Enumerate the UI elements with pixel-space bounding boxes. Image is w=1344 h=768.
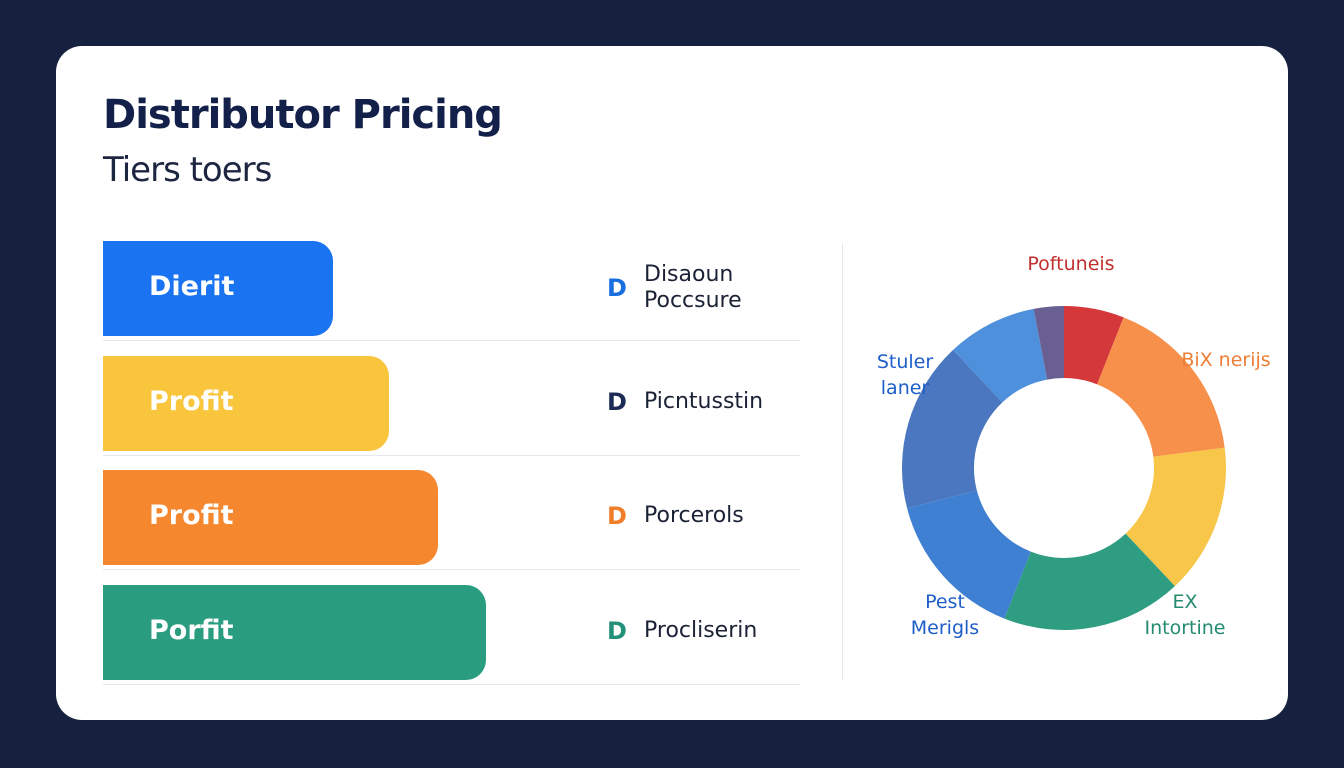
bar [103, 470, 438, 565]
bar-label: Dierit [149, 271, 235, 302]
slice-label: Poftuneis [1027, 253, 1115, 275]
detail-icon: D [607, 388, 627, 416]
bar [103, 241, 333, 336]
separator [103, 684, 800, 685]
donut-slice [902, 349, 1003, 509]
donut-slice [1125, 447, 1226, 587]
donut-slice [907, 490, 1031, 619]
separator [103, 340, 800, 341]
slice-label: EX Intortine [1144, 591, 1226, 639]
title: Distributor Pricing [103, 92, 503, 138]
detail-text: Disaoun Poccsure [644, 262, 742, 313]
detail-icon: D [607, 502, 627, 530]
bar [103, 585, 487, 680]
donut-slice [1064, 306, 1124, 385]
separator [103, 569, 800, 570]
bar [103, 356, 389, 451]
divider [842, 243, 843, 680]
slice-label: BiX nerijs [1181, 349, 1271, 371]
donut-slice [1033, 306, 1064, 380]
bar-label: Porfit [149, 615, 234, 646]
subtitle: Tiers toers [103, 150, 272, 190]
detail-icon: D [607, 617, 627, 645]
slice-label: Pest Merigls [910, 591, 980, 639]
donut-slice [953, 308, 1048, 403]
detail-text: Proclіserin [644, 618, 758, 643]
detail-icon: D [607, 274, 627, 302]
separator [103, 455, 800, 456]
donut-slice [1097, 317, 1225, 457]
detail-text: Porcerols [644, 503, 744, 528]
slice-label: Stuler laner [876, 351, 934, 399]
bar-label: Profit [149, 386, 234, 417]
bar-label: Profit [149, 500, 234, 531]
donut-slice [1004, 533, 1175, 630]
detail-text: Picntusstin [644, 389, 764, 414]
